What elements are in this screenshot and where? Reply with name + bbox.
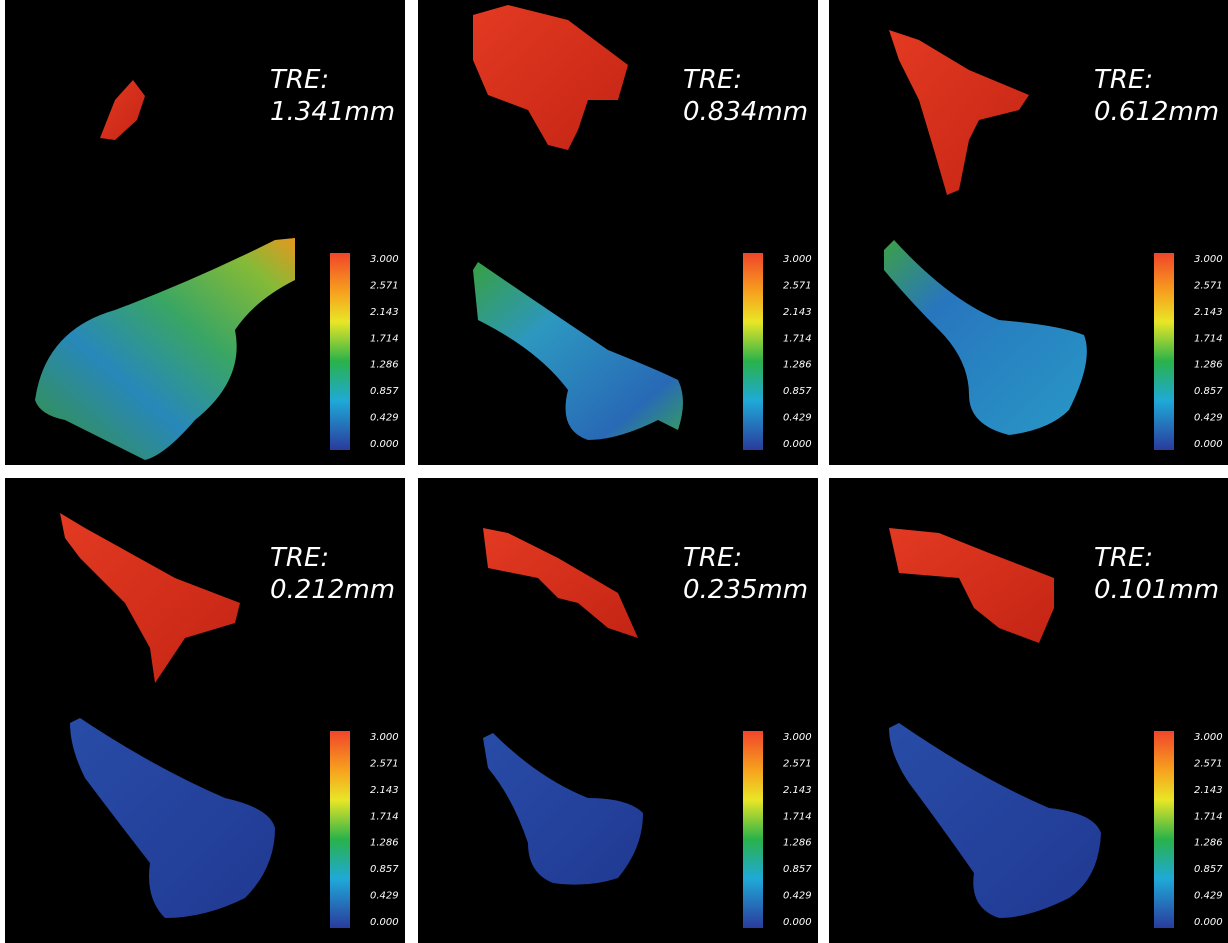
colorbar-tick-label: 2.571 bbox=[783, 280, 812, 291]
colorbar-tick-label: 2.143 bbox=[783, 307, 812, 318]
colorbar bbox=[330, 731, 350, 928]
colorbar-tick-label: 3.000 bbox=[1194, 254, 1223, 265]
colorbar-tick-label: 1.286 bbox=[783, 360, 812, 371]
colorbar-tick-label: 3.000 bbox=[370, 732, 399, 743]
tre-label: TRE: bbox=[683, 543, 742, 573]
colorbar-tick-label: 2.143 bbox=[1194, 785, 1223, 796]
colorbar-tick-label: 0.857 bbox=[1194, 864, 1223, 875]
colorbar-tick-label: 2.571 bbox=[370, 758, 399, 769]
panel: TRE:0.101mm 3.000 2.571 2.143 1.714 1.286 0.85… bbox=[829, 478, 1228, 943]
colorbar bbox=[743, 253, 763, 450]
colorbar-tick-label: 0.000 bbox=[1194, 917, 1223, 928]
panel: TRE:0.235mm 3.000 2.571 2.143 1.714 1.286 0.85… bbox=[418, 478, 818, 943]
colorbar-tick-label: 1.714 bbox=[370, 333, 399, 344]
colorbar bbox=[743, 731, 763, 928]
colorbar-tick-label: 0.000 bbox=[783, 439, 812, 450]
tre-label: TRE: bbox=[683, 65, 742, 95]
tre-value: 0.212mm bbox=[270, 575, 395, 605]
colorbar-tick-label: 2.571 bbox=[783, 758, 812, 769]
panel: TRE:0.834mm 3.000 2.571 2.143 1.714 1.286 0.85… bbox=[418, 0, 818, 465]
colorbar-tick-label: 0.429 bbox=[783, 891, 812, 902]
colorbar-tick-label: 1.714 bbox=[1194, 811, 1223, 822]
colorbar bbox=[1154, 253, 1174, 450]
colorbar-tick-label: 1.714 bbox=[783, 333, 812, 344]
tre-label: TRE: bbox=[1094, 65, 1153, 95]
colorbar-tick-label: 2.571 bbox=[1194, 758, 1223, 769]
colorbar-tick-label: 1.714 bbox=[783, 811, 812, 822]
colorbar-tick-label: 0.429 bbox=[1194, 413, 1223, 424]
panel: TRE:1.341mm 3.000 2.571 2.143 1.714 1.286 0.85… bbox=[5, 0, 405, 465]
colorbar-tick-label: 2.143 bbox=[370, 785, 399, 796]
colorbar-tick-label: 2.143 bbox=[783, 785, 812, 796]
colorbar-tick-label: 2.143 bbox=[1194, 307, 1223, 318]
colorbar-tick-label: 1.714 bbox=[370, 811, 399, 822]
colorbar-tick-label: 2.143 bbox=[370, 307, 399, 318]
colorbar-tick-label: 0.000 bbox=[783, 917, 812, 928]
colorbar-tick-label: 0.429 bbox=[1194, 891, 1223, 902]
colorbar-tick-label: 3.000 bbox=[783, 254, 812, 265]
colorbar-tick-label: 0.857 bbox=[783, 386, 812, 397]
colorbar-tick-label: 0.000 bbox=[1194, 439, 1223, 450]
colorbar-tick-label: 2.571 bbox=[370, 280, 399, 291]
panel: TRE:0.212mm 3.000 2.571 2.143 1.714 1.286 0.85… bbox=[5, 478, 405, 943]
colorbar-tick-label: 1.286 bbox=[370, 838, 399, 849]
tre-value: 0.612mm bbox=[1094, 97, 1219, 127]
colorbar-tick-label: 0.857 bbox=[370, 864, 399, 875]
tre-value: 0.834mm bbox=[683, 97, 808, 127]
tre-value: 0.101mm bbox=[1094, 575, 1219, 605]
colorbar-tick-label: 1.286 bbox=[1194, 360, 1223, 371]
colorbar-tick-label: 3.000 bbox=[783, 732, 812, 743]
colorbar-tick-label: 1.286 bbox=[370, 360, 399, 371]
tre-value: 0.235mm bbox=[683, 575, 808, 605]
colorbar bbox=[1154, 731, 1174, 928]
tre-label: TRE: bbox=[1094, 543, 1153, 573]
colorbar-tick-label: 0.857 bbox=[783, 864, 812, 875]
colorbar-tick-label: 2.571 bbox=[1194, 280, 1223, 291]
colorbar-tick-label: 0.000 bbox=[370, 439, 399, 450]
colorbar-tick-label: 1.286 bbox=[783, 838, 812, 849]
colorbar-tick-label: 0.857 bbox=[370, 386, 399, 397]
tre-label: TRE: bbox=[270, 543, 329, 573]
colorbar bbox=[330, 253, 350, 450]
colorbar-tick-label: 3.000 bbox=[370, 254, 399, 265]
colorbar-tick-label: 1.286 bbox=[1194, 838, 1223, 849]
colorbar-tick-label: 0.429 bbox=[370, 891, 399, 902]
colorbar-tick-label: 3.000 bbox=[1194, 732, 1223, 743]
figure: TRE:1.341mm3.0002.5712.1431.7141.2860.85… bbox=[0, 0, 1228, 943]
colorbar-tick-label: 0.429 bbox=[370, 413, 399, 424]
colorbar-tick-label: 0.857 bbox=[1194, 386, 1223, 397]
colorbar-tick-label: 0.000 bbox=[370, 917, 399, 928]
tre-label: TRE: bbox=[270, 65, 329, 95]
colorbar-tick-label: 0.429 bbox=[783, 413, 812, 424]
tre-value: 1.341mm bbox=[270, 97, 395, 127]
panel: TRE:0.612mm 3.000 2.571 2.143 1.714 1.286 0.85… bbox=[829, 0, 1228, 465]
colorbar-tick-label: 1.714 bbox=[1194, 333, 1223, 344]
